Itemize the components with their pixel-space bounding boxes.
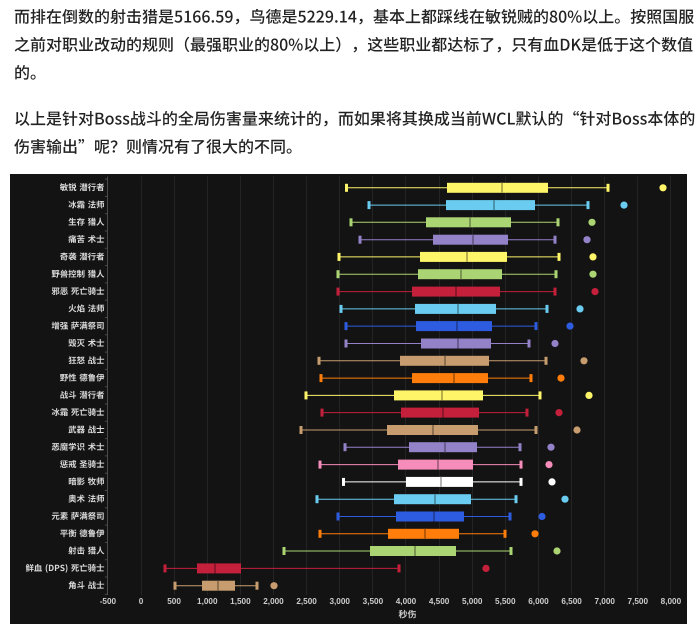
svg-text:1,500: 1,500 (230, 597, 251, 606)
svg-text:3,500: 3,500 (363, 597, 384, 606)
svg-text:3,000: 3,000 (329, 597, 350, 606)
svg-text:1,000: 1,000 (197, 597, 218, 606)
svg-text:7,500: 7,500 (628, 597, 649, 606)
svg-text:2,500: 2,500 (296, 597, 317, 606)
svg-text:2,000: 2,000 (263, 597, 284, 606)
svg-text:-500: -500 (100, 597, 117, 606)
svg-text:4,000: 4,000 (396, 597, 417, 606)
svg-text:0: 0 (139, 597, 144, 606)
svg-text:6,000: 6,000 (528, 597, 549, 606)
svg-text:5,000: 5,000 (462, 597, 483, 606)
svg-text:5,500: 5,500 (495, 597, 516, 606)
svg-text:4,500: 4,500 (429, 597, 450, 606)
svg-text:500: 500 (167, 597, 181, 606)
svg-text:7,000: 7,000 (594, 597, 615, 606)
svg-text:8,000: 8,000 (661, 597, 682, 606)
svg-text:6,500: 6,500 (561, 597, 582, 606)
